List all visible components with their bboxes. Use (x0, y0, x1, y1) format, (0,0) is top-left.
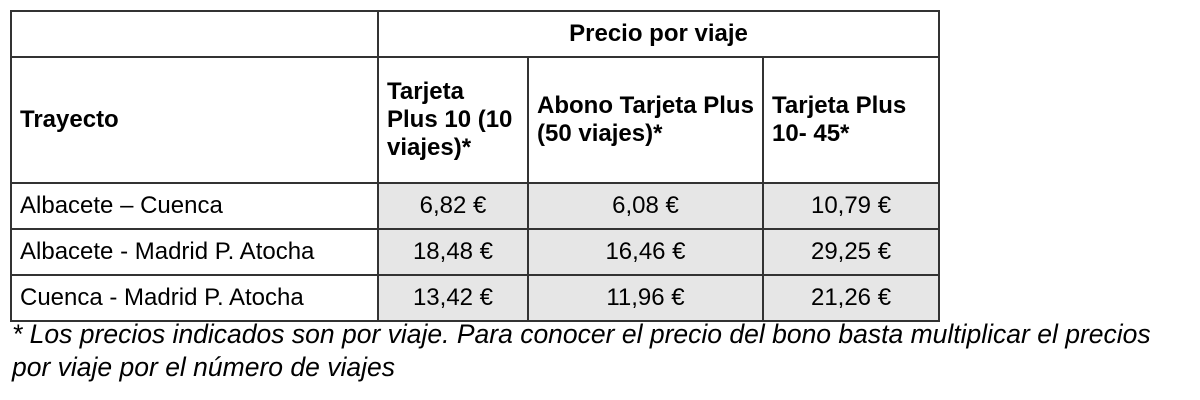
price-cell: 16,46 € (527, 228, 764, 276)
column-header: Tarjeta Plus 10- 45* (761, 56, 941, 184)
price-cell: 11,96 € (527, 274, 764, 322)
table-body: Albacete – Cuenca 6,82 €6,08 €10,79 € Alba… (10, 182, 941, 322)
column-header: Trayecto (10, 56, 379, 184)
price-cell: 29,25 € (761, 228, 941, 276)
price-cell: 13,42 € (377, 274, 529, 322)
price-cell: 21,26 € (761, 274, 941, 322)
group-header: Precio por viaje (376, 10, 941, 58)
table-row: Albacete - Madrid P. Atocha 18,48 €16,46 … (10, 228, 941, 276)
table-row: Albacete – Cuenca 6,82 €6,08 €10,79 € (10, 182, 941, 230)
price-cell: 10,79 € (761, 182, 941, 230)
route-cell: Albacete - Madrid P. Atocha (10, 228, 379, 276)
column-header-row: Trayecto Tarjeta Plus 10 (10 viajes)* Ab… (10, 56, 941, 184)
price-cell: 6,82 € (377, 182, 529, 230)
route-cell: Cuenca - Madrid P. Atocha (10, 274, 379, 322)
column-header: Abono Tarjeta Plus (50 viajes)* (527, 56, 764, 184)
table-row: Cuenca - Madrid P. Atocha 13,42 €11,96 €2… (10, 274, 941, 322)
price-cell: 6,08 € (527, 182, 764, 230)
group-header-row: Precio por viaje (10, 10, 941, 58)
route-cell: Albacete – Cuenca (10, 182, 379, 230)
price-table: Precio por viaje Trayecto Tarjeta Plus 1… (10, 10, 941, 322)
price-cell: 18,48 € (377, 228, 529, 276)
column-header: Tarjeta Plus 10 (10 viajes)* (377, 56, 529, 184)
empty-header-cell (10, 10, 379, 58)
footnote: * Los precios indicados son por viaje. P… (12, 319, 1151, 382)
